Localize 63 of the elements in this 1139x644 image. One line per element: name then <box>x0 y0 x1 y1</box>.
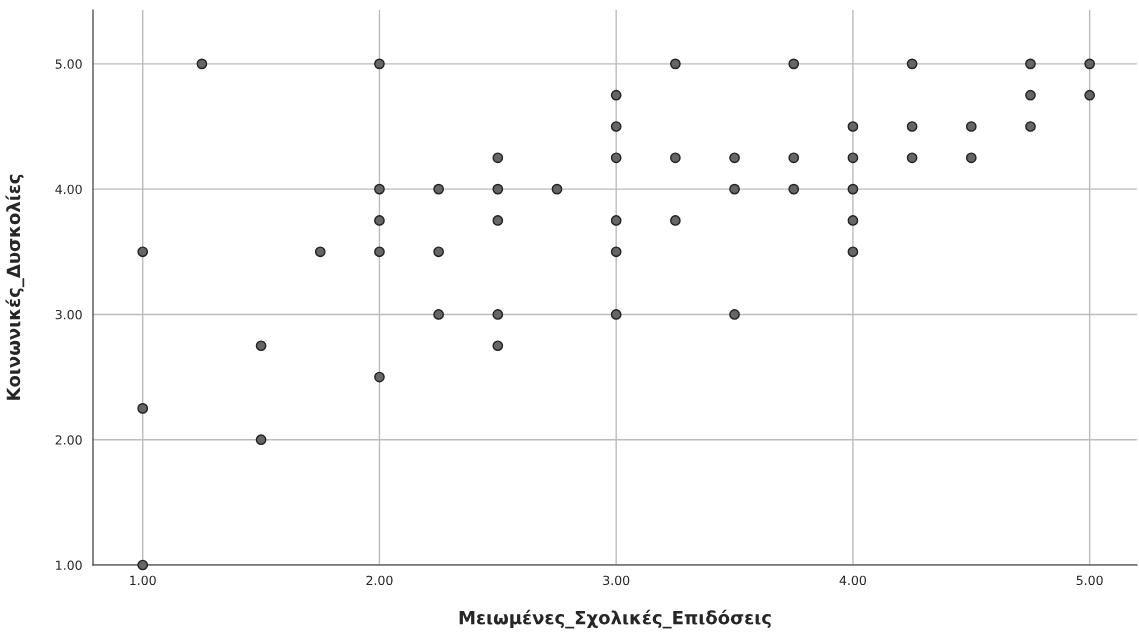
point <box>314 246 326 258</box>
x-tick-label: 3.00 <box>603 575 630 586</box>
point <box>433 309 444 320</box>
point <box>965 152 977 164</box>
point <box>492 215 504 226</box>
point <box>670 58 681 70</box>
point <box>137 403 149 414</box>
point <box>374 371 385 383</box>
point <box>1084 89 1096 101</box>
point <box>433 183 444 195</box>
x-tick-label: 2.00 <box>366 575 393 586</box>
point <box>374 183 385 195</box>
point <box>610 121 622 132</box>
point <box>137 246 149 258</box>
x-axis-title: Μειωμένες_Σχολικές_Επιδόσεις <box>459 609 771 629</box>
x-tick-label: 4.00 <box>839 575 866 586</box>
y-tick-label: 3.00 <box>55 309 82 320</box>
point <box>255 434 267 446</box>
point <box>1025 89 1036 101</box>
x-tick-label: 1.00 <box>130 575 156 586</box>
point <box>788 58 800 70</box>
y-tick-label: 4.00 <box>55 184 82 195</box>
point <box>1025 121 1036 132</box>
point <box>670 152 681 164</box>
point <box>729 152 740 164</box>
point <box>788 183 800 195</box>
point <box>1025 58 1036 70</box>
point <box>374 215 385 226</box>
point <box>729 309 740 320</box>
point <box>137 559 149 571</box>
x-tick-label: 5.00 <box>1076 575 1103 586</box>
point <box>610 152 622 164</box>
point <box>492 183 504 195</box>
point <box>610 246 622 258</box>
point <box>847 121 859 132</box>
point <box>551 183 563 195</box>
y-tick-label: 1.00 <box>56 560 82 570</box>
point <box>196 58 208 70</box>
point <box>847 183 859 195</box>
point <box>788 152 800 164</box>
y-axis-title: Κοινωνικές_Δυσκολίες <box>5 174 25 400</box>
point <box>492 309 504 320</box>
point <box>492 340 504 352</box>
point <box>906 58 918 70</box>
point <box>965 121 977 132</box>
point <box>1084 58 1096 70</box>
point <box>729 183 740 195</box>
point <box>433 246 444 258</box>
point <box>670 215 681 226</box>
point <box>906 152 918 164</box>
point <box>847 215 859 226</box>
point <box>610 309 622 320</box>
point <box>906 121 918 132</box>
point <box>374 246 385 258</box>
point <box>374 58 385 70</box>
y-tick-label: 5.00 <box>55 59 82 69</box>
point <box>255 340 267 352</box>
point <box>847 246 859 258</box>
point <box>847 152 859 164</box>
point <box>492 152 504 164</box>
point <box>610 215 622 226</box>
point <box>610 89 622 101</box>
y-tick-label: 2.00 <box>55 435 82 445</box>
